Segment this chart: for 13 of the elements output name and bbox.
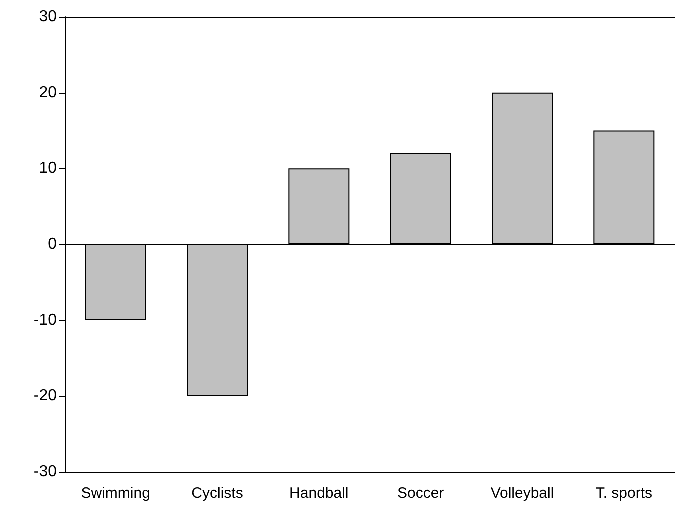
y-tick-label: 0 <box>48 236 58 253</box>
y-tick-label: -20 <box>34 388 58 405</box>
y-tick-label: -10 <box>34 312 58 329</box>
x-tick-label: T. sports <box>596 485 653 502</box>
y-tick-label: 10 <box>39 160 58 178</box>
x-tick-label: Cyclists <box>192 485 244 502</box>
x-tick-label: Soccer <box>397 485 444 502</box>
x-tick-label: Handball <box>290 485 349 502</box>
y-tick-label: 20 <box>39 84 58 102</box>
x-tick-label: Swimming <box>81 485 150 502</box>
y-tick-label: -30 <box>34 464 58 480</box>
x-tick-label: Volleyball <box>490 485 554 502</box>
y-tick-label: 30 <box>39 8 58 26</box>
